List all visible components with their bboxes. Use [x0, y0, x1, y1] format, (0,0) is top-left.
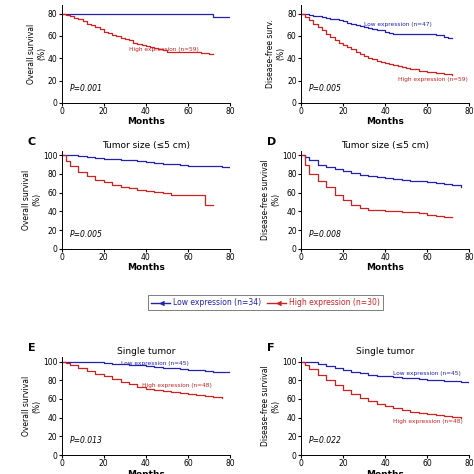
Text: P=0.008: P=0.008 — [309, 230, 342, 239]
Text: High expression (n=48): High expression (n=48) — [142, 383, 211, 388]
Text: P=0.013: P=0.013 — [70, 436, 103, 445]
Text: High expression (n=59): High expression (n=59) — [129, 46, 199, 52]
X-axis label: Months: Months — [127, 470, 165, 474]
Text: Low expression (n=45): Low expression (n=45) — [393, 372, 461, 376]
Y-axis label: Disease-free surv.
(%): Disease-free surv. (%) — [266, 19, 285, 88]
Title: Single tumor: Single tumor — [117, 347, 175, 356]
X-axis label: Months: Months — [366, 264, 404, 273]
Text: High expression (n=48): High expression (n=48) — [393, 419, 463, 424]
Text: C: C — [28, 137, 36, 146]
X-axis label: Months: Months — [127, 264, 165, 273]
Title: Tumor size (≤5 cm): Tumor size (≤5 cm) — [341, 141, 429, 150]
Text: P=0.005: P=0.005 — [70, 230, 103, 239]
Text: D: D — [267, 137, 276, 146]
Text: A: A — [28, 0, 36, 1]
Text: P=0.005: P=0.005 — [309, 84, 342, 93]
Text: B: B — [267, 0, 275, 1]
Text: Low expression (n=47): Low expression (n=47) — [364, 22, 432, 27]
Text: F: F — [267, 343, 274, 353]
Y-axis label: Disease-free survival
(%): Disease-free survival (%) — [261, 159, 281, 240]
X-axis label: Months: Months — [127, 118, 165, 127]
Text: P=0.022: P=0.022 — [309, 436, 342, 445]
Text: High expression (n=59): High expression (n=59) — [398, 77, 467, 82]
Text: E: E — [28, 343, 36, 353]
Y-axis label: Overall survival
(%): Overall survival (%) — [22, 170, 42, 230]
Title: Tumor size (≤5 cm): Tumor size (≤5 cm) — [102, 141, 190, 150]
Y-axis label: Overall survival
(%): Overall survival (%) — [27, 24, 46, 84]
Title: Single tumor: Single tumor — [356, 347, 414, 356]
Text: P=0.001: P=0.001 — [70, 84, 103, 93]
Legend: Low expression (n=34), High expression (n=30): Low expression (n=34), High expression (… — [148, 295, 383, 310]
Text: Low expression (n=45): Low expression (n=45) — [120, 361, 189, 366]
Y-axis label: Disease-free survival
(%): Disease-free survival (%) — [261, 365, 281, 447]
X-axis label: Months: Months — [366, 118, 404, 127]
Y-axis label: Overall survival
(%): Overall survival (%) — [22, 376, 42, 436]
X-axis label: Months: Months — [366, 470, 404, 474]
